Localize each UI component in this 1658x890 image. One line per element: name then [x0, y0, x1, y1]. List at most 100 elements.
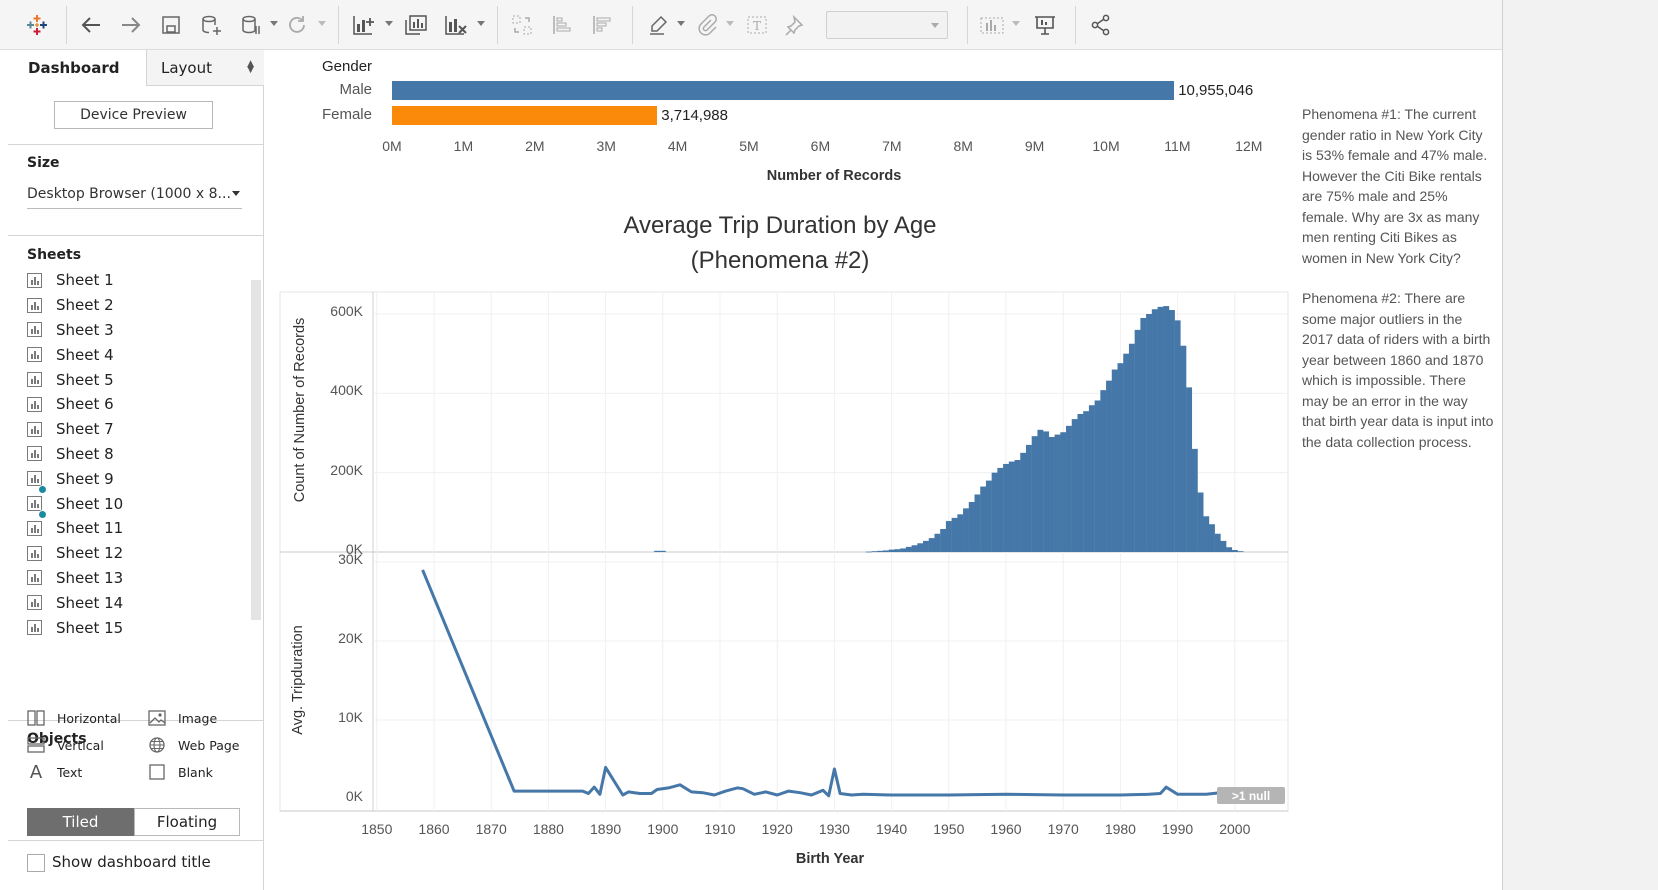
toolbar-separator	[497, 6, 498, 44]
clear-sheet-icon[interactable]	[441, 10, 471, 40]
sort-ascending-icon[interactable]	[547, 10, 577, 40]
swap-icon[interactable]	[507, 10, 537, 40]
chevron-down-icon	[232, 191, 240, 196]
worksheet-icon	[27, 520, 42, 536]
size-heading: Size	[27, 155, 60, 171]
x-tick-label: 1900	[647, 821, 679, 837]
sheet-list-item[interactable]: Sheet 13	[27, 566, 253, 591]
presentation-icon[interactable]	[1030, 10, 1060, 40]
sheet-list-item[interactable]: Sheet 14	[27, 590, 253, 615]
gender-x-tick: 12M	[1235, 138, 1263, 154]
group-icon[interactable]	[692, 10, 722, 40]
chevron-down-icon[interactable]	[1012, 21, 1020, 26]
object-vertical-label: Vertical	[57, 737, 104, 753]
sheet-list-item[interactable]: Sheet 8	[27, 442, 253, 467]
toolbar-separator	[632, 6, 633, 44]
sheet-label: Sheet 11	[56, 519, 124, 538]
pause-updates-icon[interactable]	[236, 10, 266, 40]
sheet-list-item[interactable]: Sheet 12	[27, 541, 253, 566]
female-label: Female	[321, 106, 372, 123]
svg-text:T: T	[753, 19, 761, 33]
x-tick-label: 1880	[532, 821, 564, 837]
sheet-list-item[interactable]: Sheet 1	[27, 268, 253, 293]
object-text[interactable]: A Text	[27, 762, 82, 783]
floating-button[interactable]: Floating	[134, 808, 240, 836]
y-tick-label: 10K	[338, 709, 363, 725]
divider	[8, 235, 264, 236]
share-icon[interactable]	[1086, 10, 1116, 40]
fix-axes-icon[interactable]	[781, 10, 811, 40]
object-horizontal[interactable]: Horizontal	[27, 710, 121, 726]
chevron-down-icon[interactable]	[318, 21, 326, 26]
x-tick-label: 2000	[1219, 821, 1251, 837]
x-tick-label: 1970	[1047, 821, 1079, 837]
tab-dashboard[interactable]: Dashboard	[8, 50, 146, 86]
toolbar: T	[0, 0, 1502, 50]
checkmark-icon	[38, 510, 47, 520]
female-bar[interactable]	[392, 106, 658, 125]
show-me-icon[interactable]	[978, 10, 1008, 40]
bottom-y-axis-title-wrap: Avg. Tripduration	[288, 580, 308, 780]
sheet-list-item[interactable]: Sheet 2	[27, 293, 253, 318]
worksheet-icon	[27, 322, 42, 338]
sheet-label: Sheet 3	[56, 320, 114, 339]
x-tick-label: 1910	[704, 821, 736, 837]
sheet-list-item[interactable]: Sheet 5	[27, 367, 253, 392]
show-title-label: Show dashboard title	[52, 853, 211, 871]
tab-layout[interactable]: Layout ▲ ▼	[146, 50, 264, 86]
sheet-label: Sheet 8	[56, 444, 114, 463]
new-datasource-icon[interactable]	[196, 10, 226, 40]
object-web-page[interactable]: Web Page	[148, 737, 240, 753]
sheet-list-item[interactable]: Sheet 10	[27, 491, 253, 520]
male-bar[interactable]	[392, 81, 1175, 100]
sheet-label: Sheet 10	[56, 494, 124, 513]
sort-descending-icon[interactable]	[587, 10, 617, 40]
sheet-list-item[interactable]: Sheet 9	[27, 466, 253, 495]
chevron-down-icon[interactable]	[477, 21, 485, 26]
sheet-list-item[interactable]: Sheet 4	[27, 342, 253, 367]
sheet-list-item[interactable]: Sheet 15	[27, 615, 253, 640]
chevron-down-icon[interactable]	[385, 21, 393, 26]
label-icon[interactable]: T	[742, 10, 772, 40]
duplicate-sheet-icon[interactable]	[401, 10, 431, 40]
globe-icon	[148, 737, 166, 753]
x-axis-title: Birth Year	[795, 851, 865, 867]
chevron-down-icon[interactable]	[677, 21, 685, 26]
chevron-down-icon[interactable]	[726, 21, 734, 26]
device-preview-button[interactable]: Device Preview	[54, 101, 213, 129]
object-image[interactable]: Image	[148, 710, 217, 726]
vertical-container-icon	[27, 737, 45, 753]
object-vertical[interactable]: Vertical	[27, 737, 104, 753]
x-tick-label: 1960	[990, 821, 1022, 837]
y-tick-label: 400K	[330, 382, 363, 399]
sheet-label: Sheet 13	[56, 568, 124, 587]
bottom-y-axis-title: Avg. Tripduration	[290, 625, 306, 735]
back-icon[interactable]	[76, 10, 106, 40]
object-blank[interactable]: Blank	[148, 764, 213, 780]
top-y-axis-title: Count of Number of Records	[292, 317, 308, 503]
tiled-button[interactable]: Tiled	[27, 808, 134, 836]
show-title-checkbox[interactable]	[27, 854, 45, 872]
female-value-label: 3,714,988	[661, 107, 728, 124]
sheet-list-item[interactable]: Sheet 3	[27, 318, 253, 343]
worksheet-icon	[27, 347, 42, 363]
save-icon[interactable]	[156, 10, 186, 40]
sheet-list-item[interactable]: Sheet 11	[27, 516, 253, 541]
sheet-list-item[interactable]: Sheet 6	[27, 392, 253, 417]
refresh-icon[interactable]	[282, 10, 312, 40]
sheet-list-scrollbar[interactable]	[251, 280, 261, 620]
gender-x-axis-title: Number of Records	[766, 168, 902, 184]
x-tick-label: 1950	[933, 821, 965, 837]
highlight-icon[interactable]	[643, 10, 673, 40]
gender-x-tick: 5M	[739, 138, 759, 154]
forward-icon[interactable]	[116, 10, 146, 40]
new-worksheet-icon[interactable]	[349, 10, 379, 40]
size-dropdown[interactable]: Desktop Browser (1000 x 8...	[27, 179, 242, 209]
tableau-logo-icon[interactable]	[22, 10, 52, 40]
null-indicator-badge[interactable]: >1 null	[1217, 787, 1285, 804]
sheet-list-item[interactable]: Sheet 7	[27, 417, 253, 442]
chevron-down-icon[interactable]	[270, 21, 278, 26]
worksheet-icon	[27, 396, 42, 412]
fit-dropdown[interactable]	[826, 11, 948, 39]
